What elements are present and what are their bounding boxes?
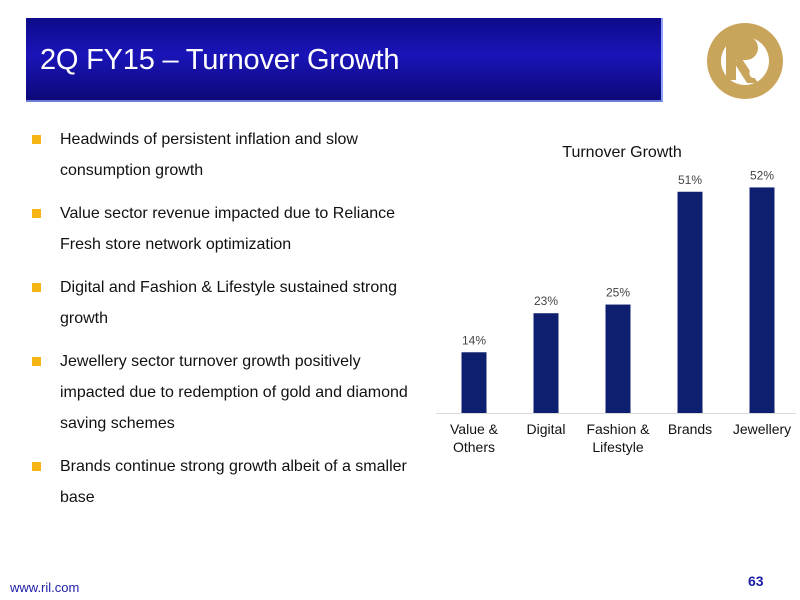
category-label-4: Jewellery [733,421,791,437]
page-number: 63 [748,573,764,589]
data-label-1: 23% [534,294,558,308]
bar-0 [461,352,487,413]
category-label-2: Fashion & Lifestyle [586,421,650,455]
square-bullet-icon [32,283,41,292]
data-label-0: 14% [462,333,486,347]
square-bullet-icon [32,135,41,144]
bar-2 [605,304,631,413]
square-bullet-icon [32,462,41,471]
category-label-3: Brands [668,421,712,437]
data-label-2: 25% [606,286,630,300]
bullet-item: Value sector revenue impacted due to Rel… [32,198,412,260]
slide-title: 2Q FY15 – Turnover Growth [40,44,400,76]
square-bullet-icon [32,209,41,218]
category-label-1: Digital [527,421,566,437]
turnover-growth-chart: Turnover Growth 14% Value & Others 23% Digita… [430,136,800,466]
chart-canvas: Turnover Growth 14% Value & Others 23% Digita… [436,144,796,455]
bar-1 [533,313,559,413]
reliance-logo-icon [706,22,784,100]
data-label-3: 51% [678,173,702,187]
bullet-item: Brands continue strong growth albeit of … [32,451,412,513]
category-label-0: Value & Others [450,421,499,455]
bullet-text: Headwinds of persistent inflation and sl… [60,131,358,179]
chart-title: Turnover Growth [562,144,681,161]
bullet-text: Brands continue strong growth albeit of … [60,458,407,506]
square-bullet-icon [32,357,41,366]
bar-3 [677,191,703,413]
data-label-4: 52% [750,168,774,182]
bullet-item: Headwinds of persistent inflation and sl… [32,124,412,186]
bullet-item: Digital and Fashion & Lifestyle sustaine… [32,272,412,334]
bullet-list: Headwinds of persistent inflation and sl… [32,124,412,525]
title-bar: 2Q FY15 – Turnover Growth [26,18,663,102]
bullet-item: Jewellery sector turnover growth positiv… [32,346,412,439]
bullet-text: Jewellery sector turnover growth positiv… [60,353,408,432]
bullet-text: Value sector revenue impacted due to Rel… [60,205,396,253]
bullet-text: Digital and Fashion & Lifestyle sustaine… [60,279,398,327]
bar-4 [749,187,775,413]
footer-url[interactable]: www.ril.com [10,580,80,595]
